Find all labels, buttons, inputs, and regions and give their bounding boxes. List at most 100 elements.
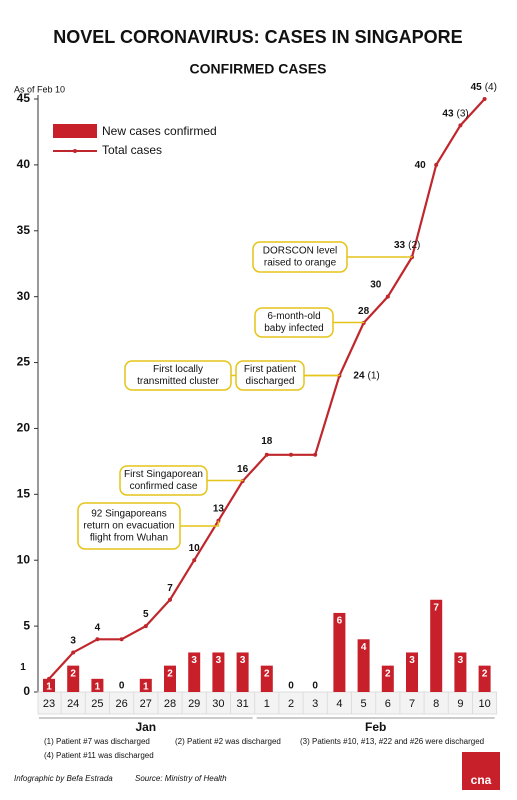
footnote: (2) Patient #2 was discharged xyxy=(175,737,281,746)
line-point xyxy=(434,162,439,167)
line-label-value: 40 xyxy=(415,160,427,171)
y-tick-label: 0 xyxy=(23,684,30,698)
line-label-value: 24 xyxy=(353,370,365,381)
annotation-box xyxy=(77,502,181,550)
y-tick-label: 20 xyxy=(17,421,31,435)
footnote-mark: (2) xyxy=(408,240,420,251)
line-label-value: 28 xyxy=(358,306,370,317)
bar xyxy=(381,665,394,692)
bar xyxy=(164,665,176,692)
bar xyxy=(333,612,346,692)
bar xyxy=(212,652,225,692)
bar xyxy=(43,678,55,692)
annotation-connector xyxy=(180,520,220,527)
y-tick-label: 35 xyxy=(17,223,31,237)
x-tick-label: 23 xyxy=(43,698,55,710)
annotation-text: DORSCON level xyxy=(263,246,337,257)
line-point xyxy=(47,676,51,681)
month-label: Feb xyxy=(365,720,386,734)
line-point xyxy=(313,452,318,457)
line-label: 33 (2) xyxy=(394,240,420,251)
line-label: 45 (4) xyxy=(471,82,497,93)
x-tick-label: 9 xyxy=(457,698,463,710)
bar-label: 7 xyxy=(433,602,439,613)
bar-label: 3 xyxy=(191,655,197,666)
line-label: 40 xyxy=(415,160,427,171)
x-tick-label: 1 xyxy=(264,698,270,710)
annotation-text: First locally xyxy=(153,364,203,375)
bar xyxy=(188,652,201,692)
line-point xyxy=(71,650,76,655)
x-tick-label: 2 xyxy=(288,698,294,710)
annotation-box xyxy=(119,465,208,496)
legend-label: Total cases xyxy=(102,143,162,157)
annotation-text: return on evacuation xyxy=(83,521,174,532)
line-label-value: 18 xyxy=(261,435,273,446)
footnote-mark: (1) xyxy=(368,370,380,381)
bar xyxy=(260,665,273,692)
annotation-box xyxy=(235,360,305,391)
x-tick-label: 10 xyxy=(478,698,490,710)
bar xyxy=(236,652,249,692)
bar xyxy=(406,652,418,692)
annotation-text: First Singaporean xyxy=(124,469,203,480)
x-tick-label: 7 xyxy=(409,698,415,710)
line-point xyxy=(143,624,148,629)
x-tick-label: 26 xyxy=(115,698,127,710)
note: As of Feb 10 xyxy=(14,84,65,94)
bar-label: 2 xyxy=(264,668,270,679)
line-label-value: 10 xyxy=(189,543,201,554)
chart-title: NOVEL CORONAVIRUS: CASES IN SINGAPORE xyxy=(53,27,462,47)
x-tick-label: 24 xyxy=(67,698,79,710)
footnote-mark: (4) xyxy=(485,82,497,93)
bar xyxy=(91,678,104,692)
footnote: (1) Patient #7 was discharged xyxy=(44,737,150,746)
legend-swatch xyxy=(73,149,77,153)
line-label-value: 5 xyxy=(143,609,149,620)
line-label: 1 xyxy=(20,661,26,672)
bar xyxy=(430,599,443,692)
line-point xyxy=(482,97,487,101)
line-label: 4 xyxy=(95,622,101,633)
y-tick-label: 10 xyxy=(17,552,31,566)
y-tick-label: 45 xyxy=(17,91,31,105)
y-tick-label: 30 xyxy=(17,289,31,303)
annotation-text: 6-month-old xyxy=(267,311,320,322)
y-tick-label: 5 xyxy=(23,618,30,632)
line-label: 7 xyxy=(167,582,173,593)
x-tick-label: 31 xyxy=(236,698,248,710)
annotation-text: discharged xyxy=(246,376,295,387)
footnote: (4) Patient #11 was discharged xyxy=(44,751,154,760)
annotation-text: flight from Wuhan xyxy=(90,533,168,544)
line-label-value: 33 xyxy=(394,240,406,251)
bar-label: 3 xyxy=(409,655,415,666)
line-label-value: 4 xyxy=(95,622,101,633)
x-tick-label: 5 xyxy=(361,698,367,710)
bar-label: 0 xyxy=(119,681,125,692)
y-tick-label: 40 xyxy=(17,157,31,171)
bar-label: 1 xyxy=(143,681,149,692)
bar-label: 0 xyxy=(312,681,318,692)
line-label: 16 xyxy=(237,464,249,475)
x-tick-label: 29 xyxy=(188,698,200,710)
bar-label: 4 xyxy=(361,642,367,653)
line-point xyxy=(168,597,172,602)
month-label: Jan xyxy=(135,720,156,734)
x-tick-label: 25 xyxy=(91,698,103,710)
bar-label: 2 xyxy=(167,668,173,679)
line-label: 5 xyxy=(143,609,149,620)
bar-label: 1 xyxy=(46,681,52,692)
annotation-text: baby infected xyxy=(264,323,324,334)
line-point xyxy=(458,123,463,128)
bar xyxy=(67,665,80,692)
credit: Infographic by Befa Estrada xyxy=(14,774,113,783)
line-label: 43 (3) xyxy=(442,108,468,119)
x-tick-label: 3 xyxy=(312,698,318,710)
line-point xyxy=(385,294,390,299)
annotation-text: confirmed case xyxy=(130,481,198,492)
bar-label: 3 xyxy=(458,655,464,666)
line-label: 24 (1) xyxy=(353,370,379,381)
annotation-text: transmitted cluster xyxy=(137,376,219,387)
line-label-value: 43 xyxy=(442,108,454,119)
